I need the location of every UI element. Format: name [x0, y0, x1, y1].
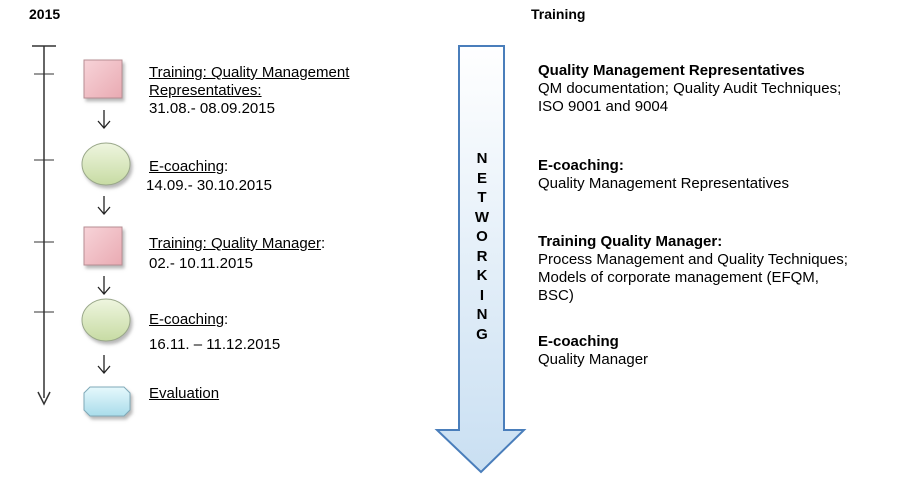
description-line: Process Management and Quality Technique…	[538, 251, 848, 268]
description-heading: Quality Management Representatives	[538, 62, 805, 79]
timeline-item-training-qm[interactable]: Training: Quality Manager:	[149, 235, 325, 253]
timeline-item-training-qmr[interactable]: Training: Quality Management Representat…	[149, 64, 349, 100]
networking-letter: T	[477, 189, 487, 206]
timeline-link[interactable]: E-coaching	[149, 311, 225, 328]
description-heading: Training Quality Manager:	[538, 233, 723, 250]
timeline-date: 02.- 10.11.2015	[149, 255, 253, 272]
timeline-date: 16.11. – 11.12.2015	[149, 336, 281, 353]
timeline-item-ecoaching-1[interactable]: E-coaching:	[149, 158, 228, 176]
networking-letter: W	[474, 208, 490, 226]
timeline-item-ecoaching-2[interactable]: E-coaching:	[149, 311, 228, 329]
networking-letter: K	[476, 267, 488, 284]
timeline-link[interactable]: Training: Quality Manager	[149, 235, 322, 252]
timeline-item-evaluation[interactable]: Evaluation	[149, 385, 219, 403]
down-arrow-icon	[97, 110, 111, 129]
description-line: Quality Management Representatives	[538, 175, 789, 192]
down-arrow-icon	[97, 196, 111, 215]
timeline-link-line2[interactable]: Representatives:	[149, 82, 262, 99]
description-ecoaching-1: E-coaching: Quality Management Represent…	[538, 157, 789, 193]
networking-letter: R	[476, 247, 488, 265]
networking-letter: N	[476, 306, 488, 323]
description-training-qm: Training Quality Manager: Process Manage…	[538, 233, 848, 305]
networking-letter: E	[476, 169, 487, 187]
description-ecoaching-2: E-coaching Quality Manager	[538, 333, 648, 369]
timeline-date: 31.08.- 08.09.2015	[149, 100, 275, 117]
down-arrow-icon	[97, 276, 111, 295]
timeline-link[interactable]: E-coaching	[149, 158, 225, 175]
year-label: 2015	[29, 6, 61, 22]
networking-letter: G	[476, 325, 488, 343]
training-qmr-square	[83, 59, 123, 99]
ecoaching-1-oval	[81, 142, 131, 186]
description-heading: E-coaching	[538, 333, 619, 350]
description-heading: E-coaching:	[538, 157, 624, 174]
description-line: QM documentation; Quality Audit Techniqu…	[538, 80, 842, 97]
description-qmr: Quality Management Representatives QM do…	[538, 62, 841, 116]
description-line: ISO 9001 and 9004	[538, 98, 669, 115]
training-header: Training	[531, 6, 586, 22]
networking-arrow	[434, 45, 527, 474]
timeline-link[interactable]: Evaluation	[149, 385, 220, 402]
description-line: Models of corporate management (EFQM,	[538, 269, 819, 286]
networking-letter: N	[476, 150, 488, 167]
training-qm-square	[83, 226, 123, 266]
timeline-label-suffix: :	[224, 311, 229, 328]
networking-letter: I	[479, 286, 485, 304]
timeline-label-suffix: :	[321, 235, 326, 252]
networking-letter: O	[476, 228, 488, 245]
description-line: BSC)	[538, 287, 574, 304]
evaluation-shape	[83, 386, 131, 417]
timeline-axis	[32, 45, 56, 406]
ecoaching-2-oval	[81, 298, 131, 342]
description-line: Quality Manager	[538, 351, 649, 368]
down-arrow-icon	[97, 355, 111, 374]
timeline-label-suffix: :	[224, 158, 229, 175]
timeline-date: 14.09.- 30.10.2015	[146, 177, 272, 194]
timeline-link[interactable]: Training: Quality Management	[149, 64, 350, 81]
